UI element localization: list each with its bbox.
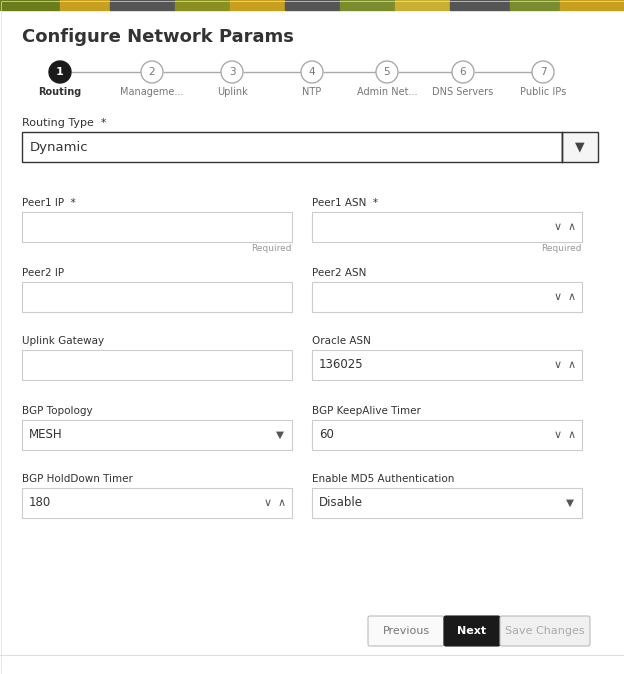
FancyBboxPatch shape (312, 212, 582, 242)
Bar (175, 0, 230, 10)
Text: ▼: ▼ (276, 430, 284, 440)
Text: Peer2 IP: Peer2 IP (22, 268, 64, 278)
Text: Uplink Gateway: Uplink Gateway (22, 336, 104, 346)
Bar (340, 0, 395, 10)
Text: ∧: ∧ (278, 498, 286, 508)
Text: 3: 3 (228, 67, 235, 77)
Text: ∧: ∧ (568, 292, 576, 302)
Text: ∧: ∧ (568, 222, 576, 232)
Bar (395, 0, 450, 10)
Text: ∨: ∨ (554, 292, 562, 302)
Text: ∨: ∨ (264, 498, 272, 508)
Text: DNS Servers: DNS Servers (432, 87, 494, 97)
Text: BGP Topology: BGP Topology (22, 406, 92, 416)
Text: Previous: Previous (383, 626, 429, 636)
Circle shape (49, 61, 71, 83)
Text: 60: 60 (319, 429, 334, 441)
Bar (510, 0, 560, 10)
Text: ∨: ∨ (554, 430, 562, 440)
Text: 2: 2 (149, 67, 155, 77)
FancyBboxPatch shape (22, 488, 292, 518)
Bar (560, 0, 624, 10)
Text: ∧: ∧ (568, 430, 576, 440)
Text: Next: Next (457, 626, 487, 636)
Circle shape (141, 61, 163, 83)
Text: ∨: ∨ (554, 222, 562, 232)
Text: NTP: NTP (303, 87, 321, 97)
Text: Enable MD5 Authentication: Enable MD5 Authentication (312, 474, 454, 484)
Circle shape (376, 61, 398, 83)
Text: 7: 7 (540, 67, 547, 77)
FancyBboxPatch shape (312, 350, 582, 380)
Text: Peer1 ASN  *: Peer1 ASN * (312, 198, 378, 208)
FancyBboxPatch shape (22, 212, 292, 242)
Text: 136025: 136025 (319, 359, 364, 371)
Text: Manageme...: Manageme... (120, 87, 183, 97)
FancyBboxPatch shape (312, 420, 582, 450)
Text: ▼: ▼ (575, 140, 585, 154)
Bar (230, 0, 285, 10)
FancyBboxPatch shape (22, 420, 292, 450)
Text: Uplink: Uplink (217, 87, 247, 97)
Circle shape (452, 61, 474, 83)
Bar (0, 0, 60, 10)
Text: Required: Required (251, 244, 292, 253)
Bar (110, 0, 175, 10)
Text: ∧: ∧ (568, 360, 576, 370)
Circle shape (532, 61, 554, 83)
FancyBboxPatch shape (444, 616, 500, 646)
FancyBboxPatch shape (368, 616, 444, 646)
Text: 1: 1 (56, 67, 64, 77)
Bar (285, 0, 340, 10)
Text: Dynamic: Dynamic (30, 140, 89, 154)
FancyBboxPatch shape (22, 350, 292, 380)
Bar (450, 0, 510, 10)
Text: Oracle ASN: Oracle ASN (312, 336, 371, 346)
Text: ▼: ▼ (566, 498, 574, 508)
Text: Public IPs: Public IPs (520, 87, 566, 97)
Text: MESH: MESH (29, 429, 62, 441)
Text: Routing: Routing (38, 87, 82, 97)
Text: Admin Net...: Admin Net... (357, 87, 417, 97)
FancyBboxPatch shape (312, 282, 582, 312)
Text: 4: 4 (309, 67, 315, 77)
Text: Disable: Disable (319, 497, 363, 510)
Text: Configure Network Params: Configure Network Params (22, 28, 294, 46)
Circle shape (221, 61, 243, 83)
Text: Save Changes: Save Changes (505, 626, 585, 636)
Text: 6: 6 (460, 67, 466, 77)
FancyBboxPatch shape (312, 488, 582, 518)
FancyBboxPatch shape (562, 132, 598, 162)
Text: BGP KeepAlive Timer: BGP KeepAlive Timer (312, 406, 421, 416)
Text: Peer1 IP  *: Peer1 IP * (22, 198, 76, 208)
FancyBboxPatch shape (22, 132, 562, 162)
FancyBboxPatch shape (500, 616, 590, 646)
Text: 5: 5 (384, 67, 391, 77)
Circle shape (301, 61, 323, 83)
FancyBboxPatch shape (22, 282, 292, 312)
Text: Required: Required (542, 244, 582, 253)
Text: Routing Type  *: Routing Type * (22, 118, 107, 128)
Text: ∨: ∨ (554, 360, 562, 370)
Bar (60, 0, 110, 10)
Text: BGP HoldDown Timer: BGP HoldDown Timer (22, 474, 133, 484)
Text: Peer2 ASN: Peer2 ASN (312, 268, 366, 278)
Text: 180: 180 (29, 497, 51, 510)
